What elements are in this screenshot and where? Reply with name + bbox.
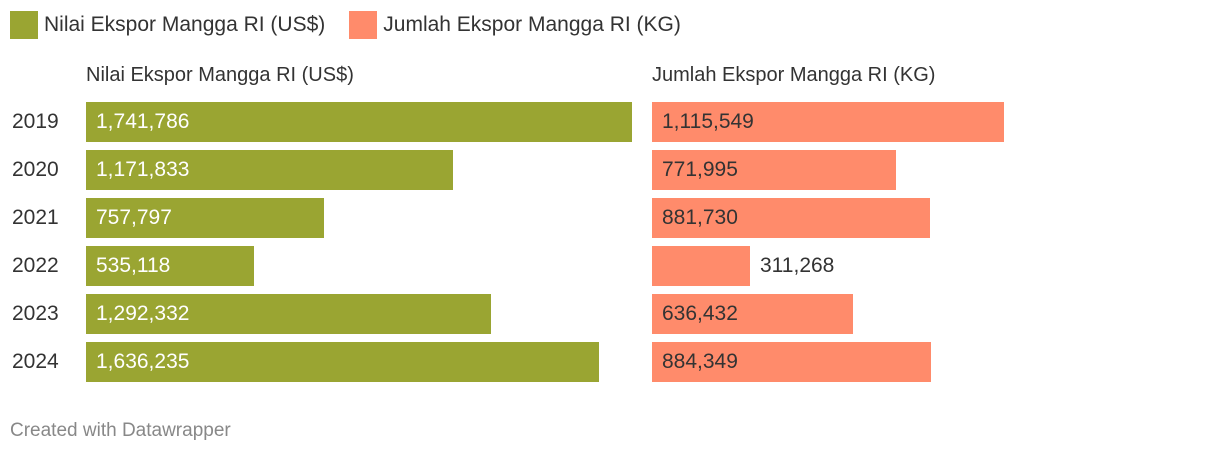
bar-nilai-2019 (86, 102, 632, 142)
bar-value-label-nilai-2024: 1,636,235 (96, 350, 190, 373)
bar-jumlah-2024 (652, 342, 931, 382)
column-title-nilai: Nilai Ekspor Mangga RI (US$) (86, 64, 354, 86)
chart-legend: Nilai Ekspor Mangga RI (US$) Jumlah Eksp… (10, 10, 705, 40)
bar-nilai-2023 (86, 294, 491, 334)
bar-value-label-jumlah-2023: 636,432 (662, 302, 738, 325)
legend-item-jumlah: Jumlah Ekspor Mangga RI (KG) (349, 11, 681, 39)
bar-jumlah-2022 (652, 246, 750, 286)
bar-value-label-jumlah-2022: 311,268 (760, 254, 835, 277)
bar-value-label-jumlah-2021: 881,730 (662, 206, 738, 229)
bar-nilai-2021 (86, 198, 324, 238)
legend-label-jumlah: Jumlah Ekspor Mangga RI (KG) (383, 13, 681, 36)
bar-nilai-2020 (86, 150, 453, 190)
bar-jumlah-2020 (652, 150, 896, 190)
year-label-2024: 2024 (12, 350, 59, 373)
bar-value-label-nilai-2021: 757,797 (96, 206, 172, 229)
year-label-2020: 2020 (12, 158, 59, 181)
footer-credit: Created with Datawrapper (10, 420, 231, 441)
bar-value-label-nilai-2019: 1,741,786 (96, 110, 190, 133)
bar-jumlah-2019 (652, 102, 1004, 142)
bar-jumlah-2023 (652, 294, 853, 334)
bar-value-label-nilai-2022: 535,118 (96, 254, 171, 277)
year-label-2023: 2023 (12, 302, 59, 325)
legend-label-nilai: Nilai Ekspor Mangga RI (US$) (44, 13, 326, 36)
year-label-2021: 2021 (12, 206, 59, 229)
bar-value-label-nilai-2023: 1,292,332 (96, 302, 190, 325)
column-title-jumlah: Jumlah Ekspor Mangga RI (KG) (652, 64, 936, 86)
bar-nilai-2024 (86, 342, 599, 382)
bar-value-label-jumlah-2020: 771,995 (662, 158, 738, 181)
legend-item-nilai: Nilai Ekspor Mangga RI (US$) (10, 11, 325, 39)
bar-value-label-nilai-2020: 1,171,833 (96, 158, 190, 181)
year-label-2022: 2022 (12, 254, 59, 277)
year-label-2019: 2019 (12, 110, 59, 133)
bar-nilai-2022 (86, 246, 254, 286)
legend-swatch-jumlah (349, 11, 378, 39)
bar-value-label-jumlah-2024: 884,349 (662, 350, 738, 373)
bar-jumlah-2021 (652, 198, 930, 238)
bar-value-label-jumlah-2019: 1,115,549 (662, 110, 754, 133)
legend-swatch-nilai (10, 11, 38, 39)
